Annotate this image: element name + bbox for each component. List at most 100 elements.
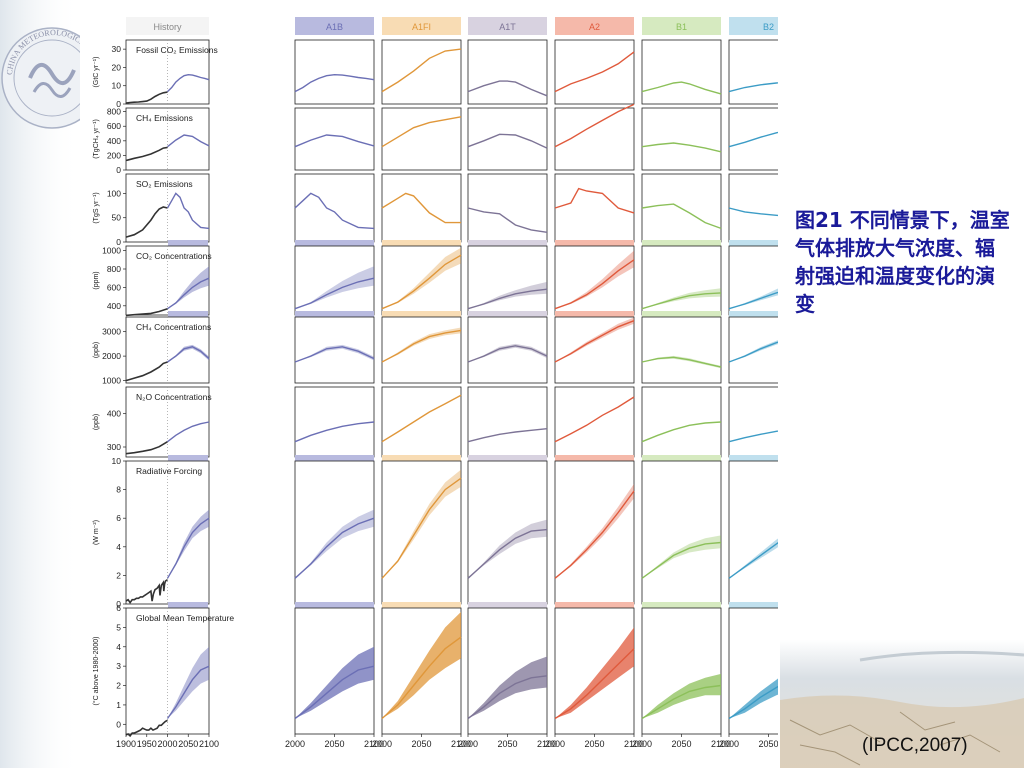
ytick-label-left-n2o_concentrations-300: 300: [107, 442, 121, 452]
panel-radiative_forcing-b1: [641, 460, 722, 605]
panel-so2_emissions-a1fi: [381, 173, 462, 243]
band-b1-co2_concentrations: [642, 288, 721, 309]
band-a1fi-global_mean_temperature: [382, 611, 461, 719]
ytick-label-left-ch4_concentrations-2000: 2000: [102, 351, 121, 361]
series-a1fi-ch4_concentrations: [381, 329, 462, 363]
panel-co2_emissions-a2: [554, 39, 635, 105]
series-b1-radiative_forcing: [641, 541, 722, 579]
series-a1fi-so2_emissions: [381, 192, 461, 224]
xtick-label-a1t-2000: 2000: [458, 739, 478, 749]
series-b2-ch4_concentrations: [728, 341, 778, 363]
xtick-label-a1t-2050: 2050: [497, 739, 517, 749]
citation: (IPCC,2007): [862, 735, 968, 756]
ytick-label-left-global_mean_temperature-2: 2: [116, 681, 121, 691]
series-a2-n2o_concentrations: [554, 396, 635, 443]
xtick-label-b1-2000: 2000: [632, 739, 652, 749]
band-strip-a2: [555, 311, 634, 317]
column-header-a1b: A1B: [326, 22, 343, 32]
series-b1-so2_emissions: [641, 203, 722, 230]
ytick-label-left-radiative_forcing-10: 10: [112, 456, 122, 466]
xtick-label-a1fi-2100: 2100: [451, 739, 471, 749]
band-strip-a2: [555, 602, 634, 608]
ytick-label-left-co2_concentrations-800: 800: [107, 264, 121, 274]
series-b1-co2_emissions: [641, 81, 722, 95]
band-strip-b1: [642, 602, 721, 608]
panel-ch4_concentrations-a2: [554, 316, 635, 384]
band-strip-b1: [642, 240, 721, 246]
unit-left-so2_emissions: (TgS yr⁻¹): [93, 192, 100, 223]
panel-title-global_mean_temperature: Global Mean Temperature: [136, 613, 234, 623]
series-b2-radiative_forcing: [728, 542, 778, 579]
panel-title-ch4_concentrations: CH₄ Concentrations: [136, 322, 211, 332]
series-a1b-so2_emissions: [294, 192, 375, 230]
series-a2-ch4_emissions: [554, 103, 635, 148]
column-header-b2: B2: [763, 22, 774, 32]
band-a1fi-radiative_forcing: [382, 469, 461, 579]
panel-ch4_emissions-a1t: [467, 107, 548, 171]
ytick-label-left-ch4_concentrations-1000: 1000: [102, 376, 121, 386]
panel-title-co2_concentrations: CO₂ Concentrations: [136, 251, 212, 261]
series-a2-co2_emissions: [554, 51, 635, 93]
series-history-a1b-ch4_emissions: [167, 134, 210, 148]
slide-caption: 图21 不同情景下，温室气体排放大气浓度、辐射强迫和温度变化的演变: [795, 208, 1010, 316]
unit-left-ch4_concentrations: (ppb): [93, 342, 100, 358]
xtick-label-history-2000: 2000: [157, 739, 177, 749]
xtick-label-b1-2050: 2050: [671, 739, 691, 749]
panel-ch4_concentrations-a1b: [294, 316, 375, 384]
column-header-box-a1b: [295, 17, 374, 35]
band-strip-history: [168, 311, 208, 317]
series-a1fi-radiative_forcing: [381, 477, 462, 579]
band-strip-a1t: [468, 240, 547, 246]
series-history-co2_emissions: [125, 91, 168, 104]
ytick-label-left-co2_emissions-0: 0: [116, 99, 121, 109]
series-history-a1b-global_mean_temperature: [166, 665, 210, 719]
band-strip-a2: [555, 455, 634, 461]
series-b2-co2_concentrations: [728, 291, 778, 310]
ytick-label-left-co2_emissions-20: 20: [112, 62, 122, 72]
series-history-n2o_concentrations: [125, 441, 168, 455]
column-header-box-history: [126, 17, 209, 35]
ytick-label-left-co2_concentrations-1000: 1000: [102, 246, 121, 256]
xtick-label-a2-2050: 2050: [584, 739, 604, 749]
ytick-label-left-ch4_emissions-400: 400: [107, 136, 121, 146]
column-header-history: History: [153, 22, 182, 32]
series-a2-co2_concentrations: [554, 259, 635, 310]
band-strip-b2: [729, 602, 778, 608]
ytick-label-left-co2_emissions-10: 10: [112, 81, 122, 91]
series-a1t-global_mean_temperature: [467, 675, 548, 720]
band-strip-a1fi: [382, 240, 461, 246]
ytick-label-left-radiative_forcing-8: 8: [116, 485, 121, 495]
band-a2-global_mean_temperature: [555, 627, 634, 719]
panel-co2_emissions-a1b: [294, 39, 375, 105]
series-history-global_mean_temperature: [125, 719, 168, 738]
band-a1b-global_mean_temperature: [295, 646, 374, 719]
panel-ch4_concentrations-b2: [728, 316, 778, 384]
series-a1b-ch4_emissions: [294, 134, 375, 148]
band-strip-a1fi: [382, 311, 461, 317]
band-strip-a1fi: [382, 602, 461, 608]
series-b2-global_mean_temperature: [728, 685, 778, 720]
xtick-label-a1fi-2000: 2000: [372, 739, 392, 749]
series-b2-co2_emissions: [728, 82, 778, 93]
panel-title-so2_emissions: SO₂ Emissions: [136, 179, 193, 189]
band-a1b-co2_concentrations: [295, 266, 374, 309]
panel-radiative_forcing-a2: [554, 460, 635, 605]
series-a1b-co2_concentrations: [294, 277, 375, 310]
panel-so2_emissions-a2: [554, 173, 635, 243]
series-a1b-ch4_concentrations: [294, 346, 375, 363]
xtick-label-history-1950: 1950: [137, 739, 157, 749]
panel-radiative_forcing-a1t: [467, 460, 548, 605]
band-a1b-ch4_concentrations: [295, 344, 374, 362]
band-strip-history: [168, 455, 208, 461]
ytick-label-left-global_mean_temperature-3: 3: [116, 661, 121, 671]
xtick-label-history-2050: 2050: [178, 739, 198, 749]
panel-ch4_emissions-b1: [641, 107, 722, 171]
panel-radiative_forcing-a1fi: [381, 460, 462, 605]
series-a2-global_mean_temperature: [554, 648, 635, 720]
band-b1-radiative_forcing: [642, 535, 721, 579]
ytick-label-left-global_mean_temperature-5: 5: [116, 622, 121, 632]
series-history-so2_emissions: [125, 206, 168, 238]
ytick-label-left-co2_emissions-30: 30: [112, 44, 122, 54]
panel-radiative_forcing-a1b: [294, 460, 375, 605]
